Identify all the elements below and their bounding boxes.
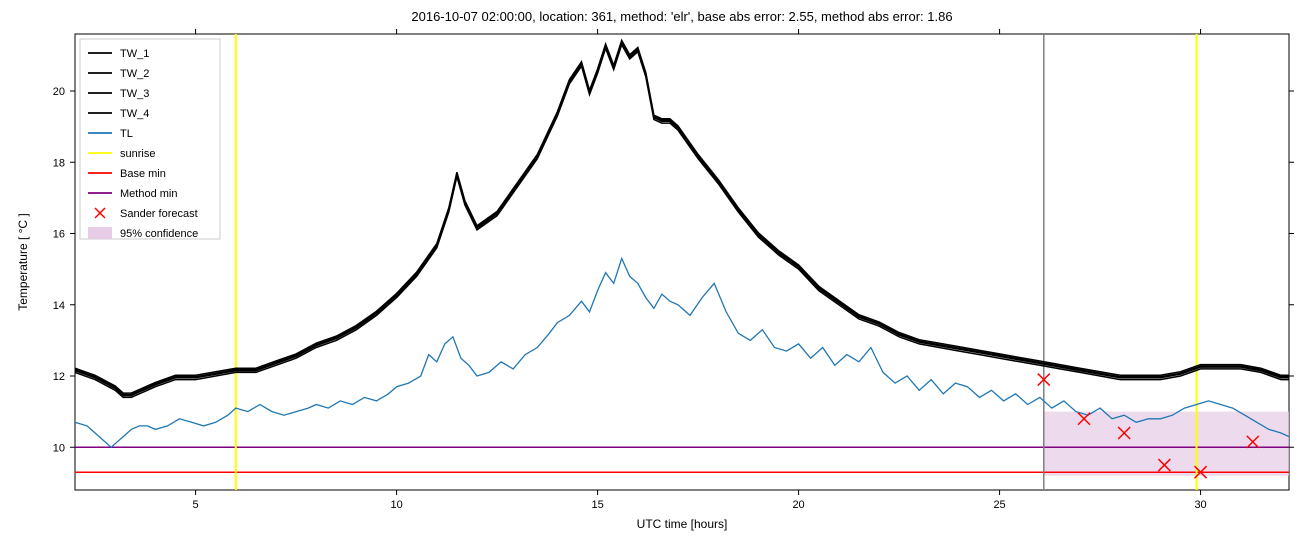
y-tick-label: 14 [53, 300, 65, 312]
y-tick-label: 10 [53, 442, 65, 454]
legend-label: TW_1 [120, 48, 149, 60]
legend-label: TW_3 [120, 88, 149, 100]
chart-container: 5 10 15 20 25 30 10 12 14 16 18 20 UTC time [hours] T… [0, 0, 1311, 547]
x-tick-label: 10 [390, 499, 402, 511]
x-tick-label: 5 [193, 499, 199, 511]
legend-label: Method min [120, 188, 177, 200]
x-axis-label: UTC time [hours] [637, 517, 728, 531]
legend-sample-patch [88, 227, 112, 239]
legend-label: sunrise [120, 148, 155, 160]
legend-label: Base min [120, 168, 166, 180]
legend-label: TW_2 [120, 68, 149, 80]
legend-label: 95% confidence [120, 228, 198, 240]
line-chart: 5 10 15 20 25 30 10 12 14 16 18 20 UTC time [hours] T… [0, 0, 1311, 547]
y-tick-label: 16 [53, 229, 65, 241]
x-tick-label: 30 [1194, 499, 1206, 511]
legend-label: TL [120, 128, 133, 140]
x-tick-label: 25 [993, 499, 1005, 511]
legend: TW_1 TW_2 TW_3 TW_4 TL sunrise Base min Method … [80, 39, 220, 240]
chart-title: 2016-10-07 02:00:00, location: 361, meth… [411, 9, 952, 24]
y-tick-label: 20 [53, 86, 65, 98]
legend-label: Sander forecast [120, 208, 198, 220]
y-axis-label: Temperature [ °C ] [16, 213, 30, 311]
y-tick-label: 18 [53, 157, 65, 169]
x-tick-label: 15 [591, 499, 603, 511]
x-tick-label: 20 [792, 499, 804, 511]
legend-label: TW_4 [120, 108, 149, 120]
y-tick-label: 12 [53, 371, 65, 383]
